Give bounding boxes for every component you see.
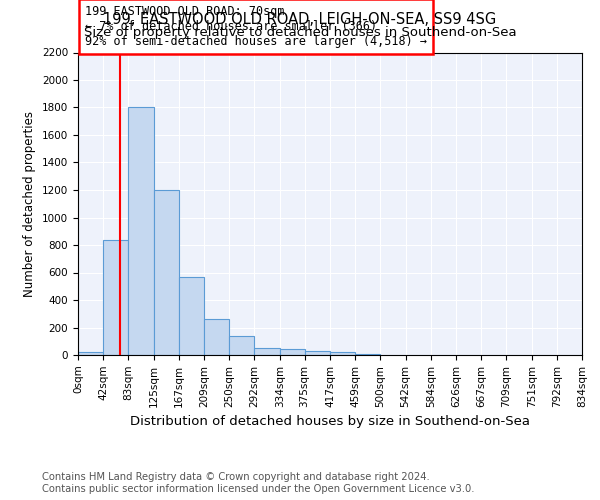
Bar (280, 349, 305, 355)
Y-axis label: Number of detached properties: Number of detached properties (23, 111, 37, 296)
Bar (78, 352, 103, 355)
Bar (179, 276, 205, 355)
Text: 199, EASTWOOD OLD ROAD, LEIGH-ON-SEA, SS9 4SG: 199, EASTWOOD OLD ROAD, LEIGH-ON-SEA, SS… (103, 12, 497, 28)
Bar (355, 354, 380, 355)
Bar (229, 336, 254, 355)
Bar (128, 108, 154, 355)
X-axis label: Distribution of detached houses by size in Southend-on-Sea: Distribution of detached houses by size … (130, 415, 530, 428)
Bar (154, 190, 179, 355)
Bar (254, 348, 280, 355)
Bar (103, 240, 128, 355)
Bar (330, 352, 355, 355)
Text: Contains HM Land Registry data © Crown copyright and database right 2024.
Contai: Contains HM Land Registry data © Crown c… (42, 472, 475, 494)
Text: 199 EASTWOOD OLD ROAD: 70sqm
← 7% of detached houses are smaller (366)
92% of se: 199 EASTWOOD OLD ROAD: 70sqm ← 7% of det… (85, 6, 427, 48)
Bar (205, 319, 229, 355)
Bar (305, 351, 330, 355)
Text: Size of property relative to detached houses in Southend-on-Sea: Size of property relative to detached ho… (83, 26, 517, 39)
